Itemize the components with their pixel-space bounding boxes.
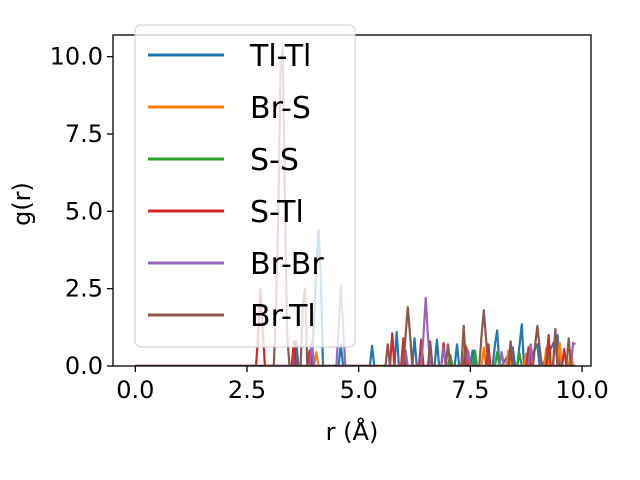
- y-tick-label: 7.5: [65, 120, 103, 148]
- legend-label: Br-S: [250, 91, 311, 126]
- x-tick-label: 0.0: [116, 376, 154, 404]
- legend-label: Tl-Tl: [249, 39, 311, 74]
- y-tick-label: 2.5: [65, 275, 103, 303]
- legend-label: Br-Tl: [250, 299, 316, 334]
- x-tick-label: 2.5: [228, 376, 266, 404]
- legend-frame: [134, 24, 356, 348]
- legend-label: S-Tl: [250, 195, 304, 230]
- x-tick-label: 5.0: [340, 376, 378, 404]
- y-axis: 0.0 2.5 5.0 7.5 10.0: [50, 43, 113, 380]
- x-axis-label: r (Å): [326, 417, 379, 446]
- x-tick-label: 10.0: [555, 376, 608, 404]
- y-tick-label: 10.0: [50, 43, 103, 71]
- x-tick-label: 7.5: [451, 376, 489, 404]
- legend: Tl-Tl Br-S S-S S-Tl Br-Br Br-Tl: [134, 24, 356, 348]
- x-axis: 0.0 2.5 5.0 7.5 10.0: [116, 366, 609, 404]
- series-line-br-tl: [135, 46, 576, 366]
- legend-label: Br-Br: [250, 247, 324, 282]
- y-tick-label: 5.0: [65, 197, 103, 225]
- y-axis-label: g(r): [8, 182, 36, 226]
- legend-label: S-S: [250, 143, 299, 178]
- y-tick-label: 0.0: [65, 352, 103, 380]
